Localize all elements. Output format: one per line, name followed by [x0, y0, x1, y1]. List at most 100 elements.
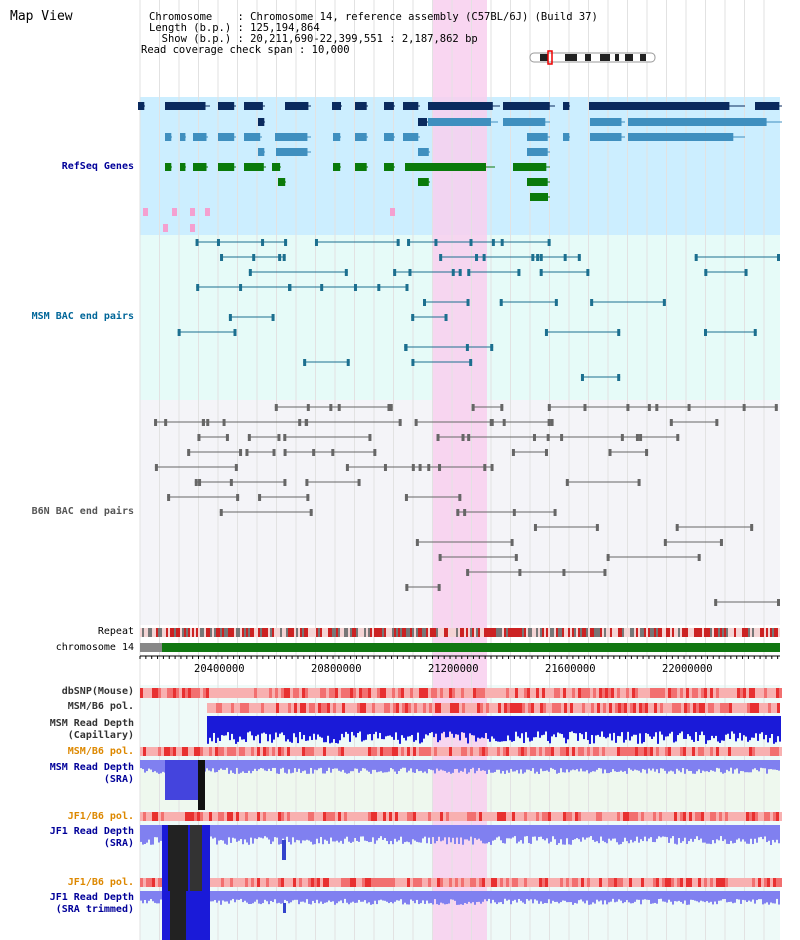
- polymorphism-bin: [251, 812, 254, 821]
- polymorphism-bin: [218, 688, 221, 698]
- depth-bar: [356, 760, 358, 769]
- track-label-jf1-depth-trimmed[interactable]: JF1 Read Depth (SRA trimmed): [49, 892, 134, 915]
- depth-bar: [468, 825, 470, 841]
- depth-bar: [636, 891, 638, 900]
- depth-bar: [554, 760, 556, 770]
- polymorphism-bin: [311, 688, 314, 698]
- repeat-marker: [205, 208, 210, 216]
- polymorphism-bin: [692, 812, 695, 821]
- polymorphism-bin: [479, 688, 482, 698]
- depth-bar: [655, 716, 657, 733]
- depth-bar: [160, 760, 162, 774]
- bac-end: [544, 449, 548, 456]
- depth-bar: [719, 716, 721, 743]
- track-label-msm-b6-pol-1[interactable]: MSM/B6 pol.: [67, 701, 134, 712]
- track-label-jf1-b6-pol-1[interactable]: JF1/B6 pol.: [67, 811, 134, 822]
- polymorphism-bin: [677, 878, 680, 887]
- depth-bar: [766, 891, 768, 903]
- depth-bar: [322, 760, 324, 774]
- depth-bar: [316, 825, 318, 839]
- polymorphism-bin: [332, 688, 335, 698]
- depth-bar: [535, 716, 537, 738]
- depth-bar: [214, 760, 216, 773]
- repeat-bin: [626, 628, 628, 637]
- polymorphism-bin: [326, 878, 329, 887]
- polymorphism-bin: [197, 812, 200, 821]
- depth-bar: [516, 825, 518, 844]
- depth-bar: [498, 760, 500, 770]
- polymorphism-bin: [587, 878, 590, 887]
- repeat-bin: [592, 628, 594, 637]
- depth-bar: [764, 825, 766, 837]
- bac-end: [491, 239, 495, 246]
- polymorphism-bin: [599, 878, 602, 887]
- depth-bar: [217, 716, 219, 738]
- track-label-refseq[interactable]: RefSeq Genes: [61, 161, 134, 172]
- gene-exon: [138, 102, 145, 110]
- repeat-bin: [744, 628, 746, 637]
- depth-bar: [232, 825, 234, 838]
- repeat-bin: [384, 628, 386, 637]
- polymorphism-bin: [701, 747, 704, 756]
- track-label-chromosome[interactable]: chromosome 14: [55, 642, 134, 653]
- depth-bar: [754, 891, 756, 904]
- polymorphism-bin: [386, 812, 389, 821]
- bac-end: [466, 569, 470, 576]
- polymorphism-bin: [245, 688, 248, 698]
- depth-bar: [606, 760, 608, 774]
- depth-bar: [649, 716, 651, 737]
- track-label-dbsnp[interactable]: dbSNP(Mouse): [61, 686, 134, 697]
- track-label-msm-depth-sra[interactable]: MSM Read Depth (SRA): [49, 762, 134, 785]
- polymorphism-bin: [659, 688, 662, 698]
- depth-bar: [653, 716, 655, 737]
- depth-bar: [346, 760, 348, 774]
- repeat-bin: [298, 628, 300, 637]
- polymorphism-bin: [296, 747, 299, 756]
- polymorphism-bin: [779, 747, 782, 756]
- depth-bar: [221, 716, 223, 736]
- repeat-bin: [508, 628, 510, 637]
- depth-bar: [752, 891, 754, 900]
- depth-bar: [214, 891, 216, 901]
- polymorphism-bin: [500, 747, 503, 756]
- polymorphism-bin: [248, 688, 251, 698]
- repeat-bin: [246, 628, 248, 637]
- polymorphism-bin: [447, 703, 450, 713]
- repeat-bin: [412, 628, 414, 637]
- track-label-msm-b6-pol-2[interactable]: MSM/B6 pol.: [67, 746, 134, 757]
- repeat-bin: [302, 628, 304, 637]
- track-label-msm-depth-capillary[interactable]: MSM Read Depth (Capillary): [49, 718, 134, 741]
- polymorphism-bin: [512, 747, 515, 756]
- track-label-jf1-depth-sra[interactable]: JF1 Read Depth (SRA): [49, 826, 134, 849]
- polymorphism-bin: [653, 812, 656, 821]
- depth-bar: [350, 760, 352, 772]
- depth-bar: [666, 825, 668, 838]
- bac-end: [245, 449, 249, 456]
- bac-end: [617, 329, 621, 336]
- depth-bar: [693, 716, 695, 742]
- depth-bar: [632, 891, 634, 904]
- repeat-bin: [646, 628, 648, 637]
- depth-bar: [634, 760, 636, 770]
- depth-bar: [313, 716, 315, 734]
- track-label-jf1-b6-pol-2[interactable]: JF1/B6 pol.: [67, 877, 134, 888]
- track-label-repeat[interactable]: Repeat: [97, 626, 134, 637]
- repeat-bin: [518, 628, 520, 637]
- polymorphism-bin: [560, 747, 563, 756]
- depth-bar: [319, 716, 321, 737]
- depth-bar: [350, 825, 352, 843]
- track-label-b6n-bac[interactable]: B6N BAC end pairs: [31, 506, 134, 517]
- polymorphism-bin: [738, 703, 741, 713]
- polymorphism-bin: [558, 703, 561, 713]
- depth-bar: [624, 891, 626, 903]
- depth-bar: [382, 760, 384, 773]
- polymorphism-bin: [143, 747, 146, 756]
- track-label-msm-bac[interactable]: MSM BAC end pairs: [31, 311, 134, 322]
- polymorphism-bin: [272, 812, 275, 821]
- repeat-bin: [142, 628, 144, 637]
- repeat-bin: [448, 628, 450, 637]
- depth-bar: [448, 891, 450, 904]
- polymorphism-bin: [722, 747, 725, 756]
- depth-bar: [448, 760, 450, 772]
- depth-bar: [229, 716, 231, 741]
